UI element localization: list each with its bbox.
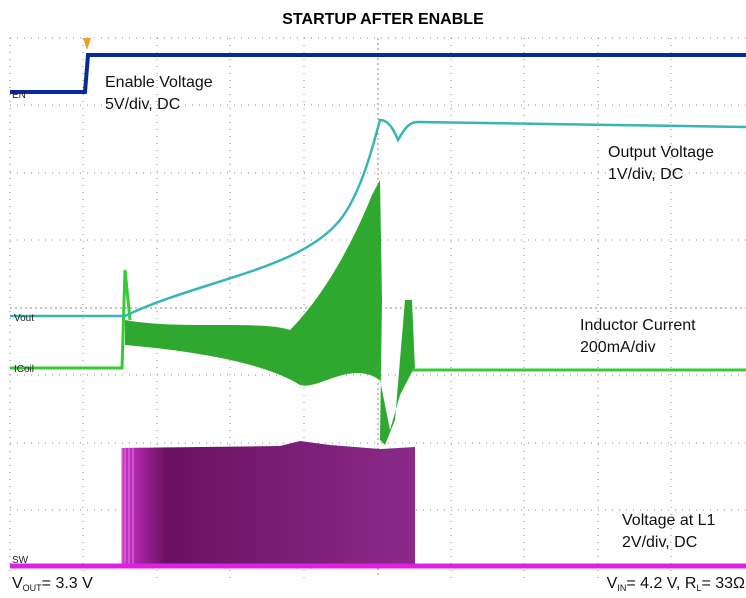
channel-tag: SW xyxy=(12,555,29,566)
annotation: Enable Voltage xyxy=(105,74,213,91)
annotation: 1V/div, DC xyxy=(608,166,683,183)
icoil-trace xyxy=(10,269,746,372)
sw-switching xyxy=(122,441,415,566)
vout-trace xyxy=(10,118,746,318)
annotation: 5V/div, DC xyxy=(105,96,180,113)
title: STARTUP AFTER ENABLE xyxy=(282,11,484,28)
footer-left: VOUT= 3.3 V xyxy=(12,575,93,593)
channel-tag: EN xyxy=(12,90,26,101)
sw-edges xyxy=(121,448,134,566)
channel-tag: ICoil xyxy=(14,364,34,375)
trigger-marker xyxy=(83,38,91,50)
footer-right: VIN= 4.2 V, RL= 33Ω xyxy=(607,575,745,593)
icoil-switching xyxy=(125,180,415,445)
annotation: Inductor Current xyxy=(580,317,696,334)
en-trace xyxy=(10,53,746,94)
annotation: 200mA/div xyxy=(580,339,656,356)
channel-tag: Vout xyxy=(14,313,34,324)
annotation: 2V/div, DC xyxy=(622,534,697,551)
annotation: Output Voltage xyxy=(608,144,714,161)
annotation: Voltage at L1 xyxy=(622,512,716,529)
